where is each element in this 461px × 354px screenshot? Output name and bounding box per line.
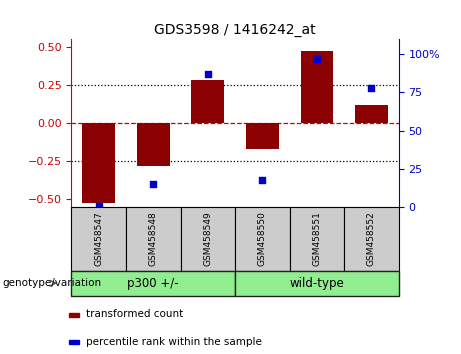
FancyBboxPatch shape (126, 207, 181, 271)
Text: GSM458549: GSM458549 (203, 212, 213, 266)
Text: transformed count: transformed count (86, 309, 183, 320)
Point (149, 181, 157, 187)
FancyBboxPatch shape (290, 207, 344, 271)
Bar (137, 123, 170, 166)
Text: percentile rank within the sample: percentile rank within the sample (86, 337, 262, 347)
Bar (191, 80, 224, 123)
Point (259, 177, 266, 182)
FancyBboxPatch shape (181, 207, 235, 271)
Text: p300 +/-: p300 +/- (128, 277, 179, 290)
Text: GSM458548: GSM458548 (149, 212, 158, 266)
FancyBboxPatch shape (235, 271, 399, 296)
Text: genotype/variation: genotype/variation (2, 278, 101, 288)
Bar (246, 123, 279, 149)
Text: GSM458547: GSM458547 (94, 212, 103, 266)
FancyBboxPatch shape (71, 271, 235, 296)
Point (204, 71, 212, 77)
Bar (83, 123, 115, 202)
Point (368, 85, 375, 91)
Point (95, 203, 102, 209)
Bar (69, 313, 79, 317)
FancyBboxPatch shape (235, 207, 290, 271)
Point (313, 56, 321, 62)
Text: wild-type: wild-type (290, 277, 344, 290)
FancyBboxPatch shape (71, 207, 126, 271)
Bar (69, 341, 79, 344)
Bar (301, 51, 333, 123)
Text: GSM458552: GSM458552 (367, 212, 376, 266)
FancyBboxPatch shape (344, 207, 399, 271)
Bar (355, 105, 388, 123)
Text: GSM458550: GSM458550 (258, 211, 267, 267)
Text: GSM458551: GSM458551 (313, 211, 321, 267)
Title: GDS3598 / 1416242_at: GDS3598 / 1416242_at (154, 23, 316, 36)
